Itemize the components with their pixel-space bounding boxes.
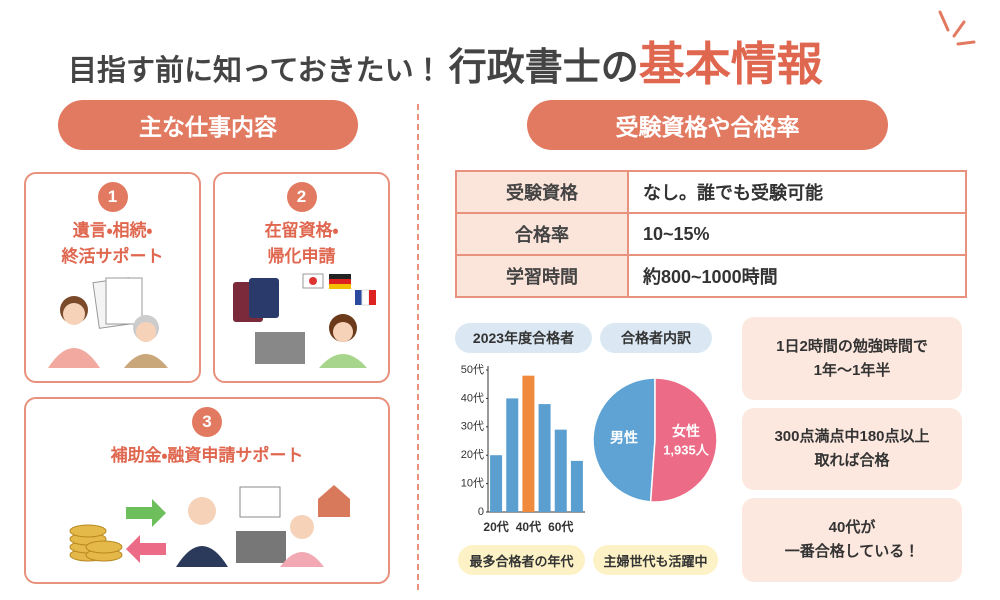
table-value: なし。誰でも受験可能 — [627, 170, 967, 214]
note-card: 40代が一番合格している！ — [742, 498, 962, 582]
note-line: 300点満点中180点以上 — [774, 428, 930, 445]
illustration — [69, 485, 350, 567]
page-title: 目指す前に知っておきたい！ 行政書士の基本情報 — [68, 28, 823, 94]
x-tick-label: 20代 — [483, 519, 508, 534]
table-key: 学習時間 — [455, 254, 629, 298]
bar — [506, 398, 519, 512]
bar — [490, 455, 503, 512]
job-number: 1 — [97, 182, 128, 212]
job-line: 帰化申請 — [267, 247, 336, 266]
job-label: 補助金・融資申請サポート — [26, 443, 388, 469]
table-value: 10~15% — [627, 212, 967, 256]
y-tick-label: 30代 — [461, 420, 484, 433]
job-label: 遺言・相続・ 終活サポート — [26, 218, 199, 270]
table-row: 学習時間 約800~1000時間 — [455, 254, 967, 298]
chart-annotation: 最多合格者の年代 — [458, 545, 585, 575]
job-line: 遺言・相続・ — [72, 221, 153, 240]
note-line: 一番合格している！ — [784, 543, 920, 560]
y-tick-label: 40代 — [461, 391, 484, 404]
title-main: 行政書士の — [448, 47, 639, 89]
note-card: 1日2時間の勉強時間で 1年〜1年半 — [742, 317, 962, 400]
note-card: 300点満点中180点以上 取れば合格 — [742, 408, 962, 490]
job-card: 2 在留資格・帰化申請 — [213, 172, 390, 383]
job-number: 2 — [286, 182, 317, 212]
section-heading: 主な仕事内容 — [58, 100, 358, 150]
job-card: 1 遺言・相続・ 終活サポート — [24, 172, 201, 383]
job-line: 補助金・融資申請サポート — [110, 446, 304, 465]
slice-label: 男性 — [610, 430, 638, 446]
note-line: 取れば合格 — [814, 452, 890, 469]
bar — [554, 429, 567, 512]
note-line: 1日2時間の勉強時間で — [776, 337, 928, 355]
y-tick-label: 0 — [478, 506, 484, 518]
table-value: 約800~1000時間 — [627, 254, 967, 298]
job-card: 3 補助金・融資申請サポート — [24, 397, 390, 584]
table-key: 合格率 — [455, 212, 629, 256]
table-key: 受験資格 — [455, 170, 629, 214]
slice-label: 女性 — [672, 423, 700, 439]
bar — [538, 404, 551, 512]
bar — [522, 375, 535, 512]
table-row: 受験資格 なし。誰でも受験可能 — [455, 170, 967, 214]
exam-table: 受験資格 なし。誰でも受験可能 合格率 10~15% 学習時間 約800~1000時間 — [455, 170, 967, 298]
divider — [417, 104, 419, 590]
pie-slice — [649, 377, 718, 503]
value-label: 1,935人 — [663, 443, 710, 458]
illustration — [233, 273, 376, 368]
title-lead: 目指す前に知っておきたい！ — [68, 55, 443, 87]
y-tick-label: 10代 — [461, 477, 484, 490]
y-tick-label: 50代 — [461, 363, 484, 376]
note-line: 40代が — [828, 519, 876, 536]
bar — [570, 460, 583, 512]
pie-slice — [592, 377, 656, 503]
illustration — [48, 277, 168, 368]
chart-annotation: 主婦世代も活躍中 — [593, 545, 718, 575]
job-label: 在留資格・ 帰化申請 — [215, 218, 388, 270]
job-line: 終活サポート — [61, 247, 164, 266]
chart-title: 合格者内訳 — [600, 323, 712, 353]
note-line: 1年〜1年半 — [813, 361, 891, 379]
job-number: 3 — [192, 407, 222, 437]
job-line: 在留資格・ — [264, 221, 339, 240]
y-tick-label: 20代 — [461, 448, 484, 461]
table-row: 合格率 10~15% — [455, 212, 967, 256]
x-tick-label: 40代 — [516, 519, 541, 534]
section-heading: 受験資格や合格率 — [527, 100, 888, 150]
chart-title: 2023年度合格者 — [455, 323, 592, 353]
title-accent: 基本情報 — [638, 38, 823, 90]
sparkle-decoration — [938, 10, 976, 46]
x-tick-label: 60代 — [548, 519, 573, 534]
